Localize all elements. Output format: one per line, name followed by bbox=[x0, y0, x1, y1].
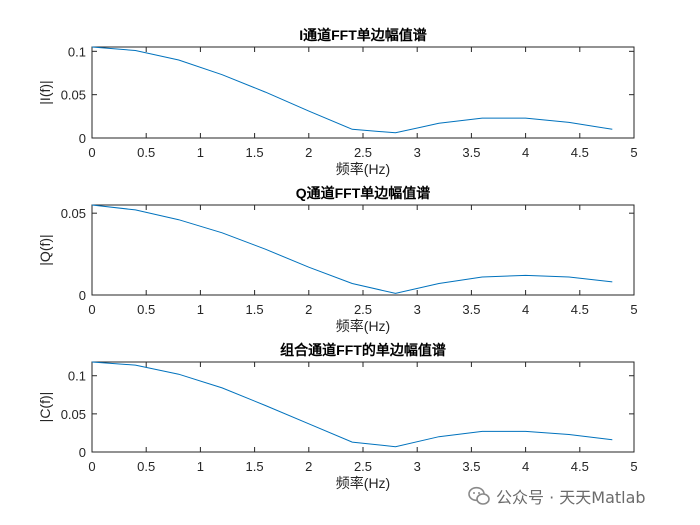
y-tick-label: 0.05 bbox=[61, 88, 86, 103]
x-tick-label: 0.5 bbox=[137, 459, 155, 474]
x-tick-label: 4 bbox=[522, 145, 529, 160]
y-tick-label: 0.05 bbox=[61, 407, 86, 422]
x-tick-label: 5 bbox=[630, 459, 637, 474]
x-tick-label: 2 bbox=[305, 145, 312, 160]
x-tick-label: 0.5 bbox=[137, 145, 155, 160]
subplot-2: 0 0.5 1 1.5 2 2.5 3 3.5 4 4.5 5 0 0.05 Q通道FFT单边幅值谱频率(… bbox=[37, 185, 638, 334]
subplot-1: 0 0.5 1 1.5 2 2.5 3 3.5 4 4.5 5 0 0.05 0.1 I通道FFT单边幅值谱… bbox=[37, 27, 638, 177]
chart-title: I通道FFT单边幅值谱 bbox=[299, 27, 427, 43]
x-tick-label: 2 bbox=[305, 459, 312, 474]
x-axis-label: 频率(Hz) bbox=[336, 475, 390, 491]
y-axis-label: |C(f)| bbox=[37, 392, 53, 423]
watermark: 公众号 · 天天Matlab bbox=[468, 484, 688, 508]
x-tick-label: 3.5 bbox=[462, 145, 480, 160]
y-axis-label: |Q(f)| bbox=[37, 234, 53, 265]
y-tick-label: 0 bbox=[79, 131, 86, 146]
x-tick-label: 0.5 bbox=[137, 302, 155, 317]
chart-title: 组合通道FFT的单边幅值谱 bbox=[280, 342, 446, 358]
x-tick-label: 3 bbox=[414, 459, 421, 474]
x-tick-label: 0 bbox=[88, 145, 95, 160]
x-tick-label: 3 bbox=[414, 302, 421, 317]
x-tick-label: 5 bbox=[630, 302, 637, 317]
x-tick-label: 4.5 bbox=[571, 145, 589, 160]
x-tick-label: 1.5 bbox=[246, 145, 264, 160]
x-tick-label: 1 bbox=[197, 459, 204, 474]
x-tick-label: 4 bbox=[522, 302, 529, 317]
x-tick-label: 4.5 bbox=[571, 459, 589, 474]
x-tick-label: 2.5 bbox=[354, 302, 372, 317]
y-tick-label: 0.1 bbox=[68, 369, 86, 384]
y-tick-label: 0.1 bbox=[68, 44, 86, 59]
y-tick-label: 0 bbox=[79, 288, 86, 303]
x-tick-label: 1.5 bbox=[246, 459, 264, 474]
axes-box bbox=[91, 204, 635, 296]
series-line bbox=[91, 204, 613, 294]
x-tick-label: 4 bbox=[522, 459, 529, 474]
x-tick-label: 4.5 bbox=[571, 302, 589, 317]
y-axis-label: |I(f)| bbox=[37, 80, 53, 104]
x-tick-label: 3.5 bbox=[462, 459, 480, 474]
axes-box bbox=[91, 361, 635, 453]
series-line bbox=[91, 361, 613, 448]
series-line bbox=[91, 46, 613, 134]
x-tick-label: 1 bbox=[197, 302, 204, 317]
y-tick-label: 0.05 bbox=[61, 206, 86, 221]
subplot-3: 0 0.5 1 1.5 2 2.5 3 3.5 4 4.5 5 0 0.05 0.1 组合通道FFT的单边幅… bbox=[37, 342, 638, 491]
x-tick-label: 1 bbox=[197, 145, 204, 160]
x-axis-label: 频率(Hz) bbox=[336, 318, 390, 334]
x-tick-label: 1.5 bbox=[246, 302, 264, 317]
x-tick-label: 2 bbox=[305, 302, 312, 317]
x-tick-label: 5 bbox=[630, 145, 637, 160]
x-tick-label: 3.5 bbox=[462, 302, 480, 317]
x-tick-label: 0 bbox=[88, 459, 95, 474]
x-tick-label: 0 bbox=[88, 302, 95, 317]
axes-box bbox=[91, 46, 635, 139]
wechat-icon bbox=[468, 486, 490, 505]
x-axis-label: 频率(Hz) bbox=[336, 161, 390, 177]
x-tick-label: 2.5 bbox=[354, 459, 372, 474]
chart-title: Q通道FFT单边幅值谱 bbox=[296, 185, 431, 201]
watermark-text: 公众号 · 天天Matlab bbox=[496, 488, 646, 507]
y-tick-label: 0 bbox=[79, 445, 86, 460]
x-tick-label: 2.5 bbox=[354, 145, 372, 160]
x-tick-label: 3 bbox=[414, 145, 421, 160]
